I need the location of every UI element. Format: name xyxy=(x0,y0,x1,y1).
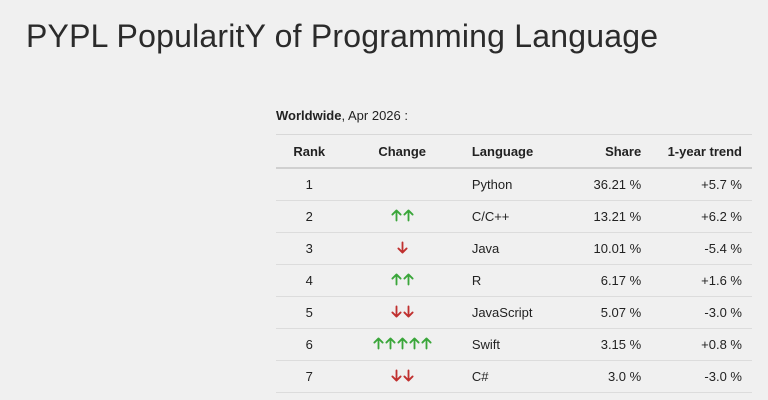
change-cell xyxy=(342,264,462,297)
rank-cell: 7 xyxy=(276,360,343,393)
rank-cell: 2 xyxy=(276,200,343,233)
change-arrows xyxy=(391,208,414,222)
language-cell: Swift xyxy=(461,328,567,361)
ranking-table: Rank Change Language Share 1-year trend … xyxy=(276,134,752,393)
share-cell: 5.07 % xyxy=(566,296,652,329)
table-header-row: Rank Change Language Share 1-year trend xyxy=(276,134,752,169)
change-arrows xyxy=(397,240,408,254)
date-label: , Apr 2026 : xyxy=(341,108,408,123)
language-cell: Java xyxy=(461,232,567,265)
change-cell xyxy=(342,200,462,233)
share-cell: 13.21 % xyxy=(566,200,652,233)
rank-cell: 6 xyxy=(276,328,343,361)
arrow-up-icon xyxy=(391,209,402,222)
arrow-up-icon xyxy=(409,337,420,350)
table-row: 1 Python 36.21 % +5.7 % xyxy=(276,168,752,201)
arrow-up-icon xyxy=(391,273,402,286)
language-cell: C/C++ xyxy=(461,200,567,233)
change-cell xyxy=(342,168,462,201)
trend-cell: +0.8 % xyxy=(651,328,752,361)
trend-cell: -5.4 % xyxy=(651,232,752,265)
change-cell xyxy=(342,328,462,361)
table-row: 4 R 6.17 % +1.6 % xyxy=(276,264,752,297)
arrow-up-icon xyxy=(373,337,384,350)
arrow-up-icon xyxy=(421,337,432,350)
arrow-up-icon xyxy=(403,209,414,222)
region-date-caption: Worldwide, Apr 2026 : xyxy=(276,108,408,123)
table-row: 6 Swift 3.15 % +0.8 % xyxy=(276,328,752,361)
trend-cell: +6.2 % xyxy=(651,200,752,233)
share-cell: 36.21 % xyxy=(566,168,652,201)
header-share[interactable]: Share xyxy=(566,134,652,169)
language-cell: C# xyxy=(461,360,567,393)
change-arrows xyxy=(391,368,414,382)
share-cell: 6.17 % xyxy=(566,264,652,297)
language-cell: Python xyxy=(461,168,567,201)
rank-cell: 5 xyxy=(276,296,343,329)
arrow-down-icon xyxy=(391,305,402,318)
trend-cell: +5.7 % xyxy=(651,168,752,201)
change-arrows xyxy=(391,304,414,318)
table-row: 2 C/C++ 13.21 % +6.2 % xyxy=(276,200,752,233)
header-language[interactable]: Language xyxy=(461,134,567,169)
share-cell: 10.01 % xyxy=(566,232,652,265)
language-cell: R xyxy=(461,264,567,297)
arrow-down-icon xyxy=(397,241,408,254)
arrow-up-icon xyxy=(397,337,408,350)
change-arrows xyxy=(391,272,414,286)
table-row: 7 C# 3.0 % -3.0 % xyxy=(276,360,752,393)
arrow-up-icon xyxy=(403,273,414,286)
rank-cell: 4 xyxy=(276,264,343,297)
language-cell: JavaScript xyxy=(461,296,567,329)
change-arrows xyxy=(373,336,432,350)
header-rank[interactable]: Rank xyxy=(276,134,343,169)
change-cell xyxy=(342,360,462,393)
share-cell: 3.0 % xyxy=(566,360,652,393)
header-trend[interactable]: 1-year trend xyxy=(651,134,752,169)
arrow-down-icon xyxy=(403,369,414,382)
arrow-down-icon xyxy=(403,305,414,318)
change-cell xyxy=(342,296,462,329)
share-cell: 3.15 % xyxy=(566,328,652,361)
table-row: 5 JavaScript 5.07 % -3.0 % xyxy=(276,296,752,329)
trend-cell: -3.0 % xyxy=(651,360,752,393)
header-change[interactable]: Change xyxy=(342,134,462,169)
trend-cell: -3.0 % xyxy=(651,296,752,329)
change-cell xyxy=(342,232,462,265)
arrow-down-icon xyxy=(391,369,402,382)
trend-cell: +1.6 % xyxy=(651,264,752,297)
rank-cell: 3 xyxy=(276,232,343,265)
table-row: 3 Java 10.01 % -5.4 % xyxy=(276,232,752,265)
page-title: PYPL PopularitY of Programming Language xyxy=(26,18,659,54)
rank-cell: 1 xyxy=(276,168,343,201)
arrow-up-icon xyxy=(385,337,396,350)
region-label: Worldwide xyxy=(276,108,342,123)
